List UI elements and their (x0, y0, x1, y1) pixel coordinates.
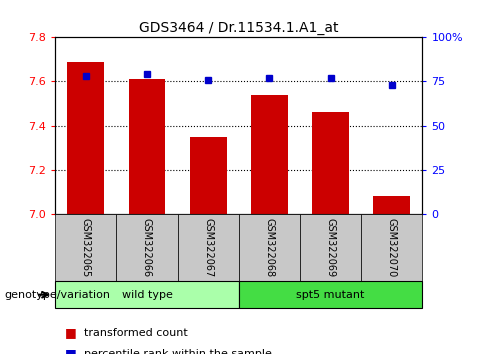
Text: wild type: wild type (121, 290, 172, 300)
Bar (190, 137, 227, 214)
Bar (300, 214, 361, 281)
Bar (67, 62, 104, 214)
Text: GSM322070: GSM322070 (387, 218, 397, 278)
Bar (312, 113, 349, 214)
Bar (251, 95, 288, 214)
Bar (239, 214, 300, 281)
Bar (239, 281, 422, 308)
Text: GSM322065: GSM322065 (81, 218, 91, 278)
Title: GDS3464 / Dr.11534.1.A1_at: GDS3464 / Dr.11534.1.A1_at (139, 21, 338, 35)
Text: transformed count: transformed count (84, 328, 188, 338)
Text: genotype/variation: genotype/variation (5, 290, 111, 300)
Bar (116, 214, 178, 281)
Text: ■: ■ (65, 326, 76, 339)
Bar (55, 214, 117, 281)
Bar (361, 214, 422, 281)
Text: ■: ■ (65, 348, 76, 354)
Text: percentile rank within the sample: percentile rank within the sample (84, 349, 272, 354)
Text: spt5 mutant: spt5 mutant (297, 290, 365, 300)
Text: GSM322069: GSM322069 (325, 218, 336, 278)
Bar (373, 196, 410, 214)
Bar (129, 79, 165, 214)
Text: GSM322067: GSM322067 (203, 218, 213, 278)
Bar (55, 281, 239, 308)
Text: GSM322068: GSM322068 (264, 218, 275, 278)
Bar (178, 214, 239, 281)
Text: GSM322066: GSM322066 (142, 218, 152, 278)
